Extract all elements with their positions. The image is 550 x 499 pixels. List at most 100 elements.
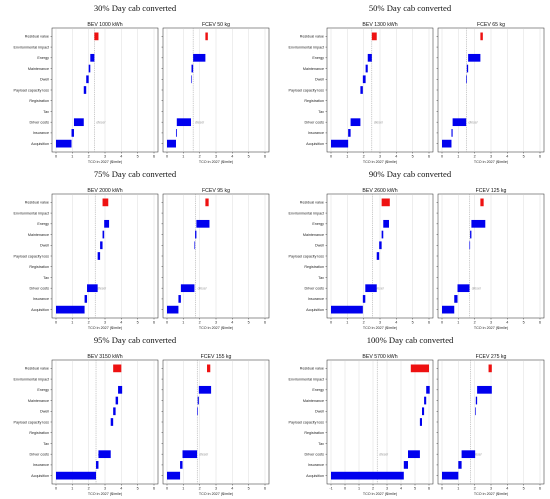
bar-payload-capacity-loss bbox=[419, 418, 422, 426]
chart-group-3: 75% Day cab converted BEV 2000 kWh 0 1 2 3 4 5 6… bbox=[14, 169, 270, 330]
x-tick-label: 2 bbox=[372, 487, 374, 491]
x-tick-label: 6 bbox=[539, 321, 541, 325]
bar-driver-costs bbox=[73, 118, 84, 127]
x-axis-label: TCO in 2027 ($/mile) bbox=[88, 160, 122, 164]
category-label: Insurance bbox=[308, 297, 324, 301]
diesel-label: diesel bbox=[469, 120, 478, 124]
panel-subtitle: FCEV 125 kg bbox=[476, 188, 507, 194]
panel-fcev: FCEV 65 kg 0 1 2 3 4 5 6 TCO in 2027 ($/mile) die… bbox=[436, 22, 545, 164]
bar-maintenance bbox=[115, 396, 119, 405]
x-tick-label: 0 bbox=[55, 155, 57, 159]
x-tick-label: 4 bbox=[120, 487, 122, 491]
x-tick-label: 6 bbox=[539, 487, 541, 491]
bar-residual-value bbox=[371, 32, 377, 41]
category-label: Registration bbox=[29, 265, 49, 269]
diesel-label: diesel bbox=[473, 452, 482, 456]
x-tick-label: 3 bbox=[490, 487, 492, 491]
category-label: Dwell bbox=[315, 410, 324, 414]
bar-maintenance bbox=[466, 64, 469, 73]
diesel-label: diesel bbox=[199, 452, 208, 456]
category-label: Driver costs bbox=[30, 286, 50, 290]
bar-energy bbox=[196, 219, 210, 228]
category-label: Driver costs bbox=[305, 120, 325, 124]
category-label: Dwell bbox=[40, 410, 49, 414]
bar-insurance bbox=[403, 461, 408, 469]
category-label: Residual value bbox=[25, 367, 49, 371]
category-label: Acquisition bbox=[306, 142, 324, 146]
category-label: Payload capacity loss bbox=[289, 88, 325, 92]
bar-maintenance bbox=[88, 64, 91, 73]
category-label: Registration bbox=[29, 99, 49, 103]
x-tick-label: 6 bbox=[428, 155, 430, 159]
x-tick-label: 4 bbox=[395, 321, 397, 325]
category-label: Tax bbox=[318, 442, 324, 446]
x-tick-label: 4 bbox=[506, 321, 508, 325]
bar-energy bbox=[471, 219, 486, 228]
x-tick-label: 1 bbox=[457, 155, 459, 159]
x-tick-label: 6 bbox=[153, 155, 155, 159]
category-label: Residual value bbox=[300, 367, 324, 371]
diesel-label: diesel bbox=[198, 286, 207, 290]
bar-acquisition bbox=[56, 305, 85, 314]
category-label: Tax bbox=[43, 442, 49, 446]
bar-residual-value bbox=[102, 198, 109, 207]
category-label: Dwell bbox=[40, 78, 49, 82]
panel-bev: BEV 5700 kWh -1 0 1 2 3 4 5 6 TCO in 2027 ($/mile… bbox=[289, 354, 434, 496]
bar-driver-costs bbox=[461, 450, 476, 459]
x-tick-label: 3 bbox=[386, 487, 388, 491]
category-label: Energy bbox=[37, 56, 49, 60]
bar-dwell bbox=[197, 407, 198, 416]
bar-driver-costs bbox=[350, 118, 361, 127]
category-label: Dwell bbox=[315, 244, 324, 248]
chart-group-6: 100% Day cab converted BEV 5700 kWh -1 0 1 2 3… bbox=[289, 335, 545, 496]
x-tick-label: 5 bbox=[414, 487, 416, 491]
x-tick-label: 1 bbox=[346, 155, 348, 159]
bar-driver-costs bbox=[182, 450, 198, 459]
diesel-label: diesel bbox=[379, 452, 388, 456]
bar-dwell bbox=[100, 241, 103, 250]
x-tick-label: 3 bbox=[215, 321, 217, 325]
x-tick-label: 6 bbox=[264, 487, 266, 491]
x-axis-label: TCO in 2027 ($/mile) bbox=[474, 492, 508, 496]
bar-dwell bbox=[113, 407, 116, 416]
x-tick-label: 5 bbox=[137, 155, 139, 159]
panel-bev: BEV 1300 kWh 0 1 2 3 4 5 6 TCO in 2027 ($/mile) d… bbox=[289, 22, 434, 164]
panel-subtitle: BEV 1300 kWh bbox=[362, 22, 397, 28]
x-tick-label: 4 bbox=[395, 155, 397, 159]
category-label: Registration bbox=[304, 99, 324, 103]
bar-insurance bbox=[178, 295, 181, 303]
bar-dwell bbox=[362, 75, 366, 84]
x-tick-label: 6 bbox=[153, 321, 155, 325]
bar-energy bbox=[468, 53, 481, 62]
x-tick-label: 1 bbox=[457, 321, 459, 325]
x-tick-label: 0 bbox=[441, 155, 443, 159]
category-label: Acquisition bbox=[31, 142, 49, 146]
x-tick-label: 4 bbox=[506, 155, 508, 159]
panel-fcev: FCEV 155 kg 0 1 2 3 4 5 6 TCO in 2027 ($/mile) di… bbox=[161, 354, 270, 496]
bar-residual-value bbox=[480, 198, 484, 207]
bar-residual-value bbox=[381, 198, 390, 207]
chart-group-2: 50% Day cab converted BEV 1300 kWh 0 1 2 3 4 5 6… bbox=[289, 3, 545, 164]
chart-title: 95% Day cab converted bbox=[94, 335, 177, 345]
bar-insurance bbox=[180, 461, 183, 469]
x-tick-label: 2 bbox=[199, 155, 201, 159]
panel-subtitle: FCEV 275 kg bbox=[476, 354, 507, 360]
category-label: Insurance bbox=[33, 463, 49, 467]
category-label: Maintenance bbox=[303, 67, 324, 71]
panel-subtitle: FCEV 65 kg bbox=[477, 22, 505, 28]
x-tick-label: 0 bbox=[166, 321, 168, 325]
category-label: Driver costs bbox=[30, 452, 50, 456]
panel-subtitle: BEV 5700 kWh bbox=[362, 354, 397, 360]
x-tick-label: 4 bbox=[231, 487, 233, 491]
category-label: Dwell bbox=[315, 78, 324, 82]
category-label: Payload capacity loss bbox=[289, 254, 325, 258]
x-tick-label: 3 bbox=[490, 155, 492, 159]
x-tick-label: 4 bbox=[400, 487, 402, 491]
x-tick-label: 1 bbox=[182, 155, 184, 159]
category-label: Acquisition bbox=[306, 474, 324, 478]
bar-acquisition bbox=[331, 139, 349, 148]
x-tick-label: 0 bbox=[330, 155, 332, 159]
x-axis-label: TCO in 2027 ($/mile) bbox=[88, 492, 122, 496]
x-tick-label: 3 bbox=[104, 155, 106, 159]
diesel-label: diesel bbox=[375, 286, 384, 290]
